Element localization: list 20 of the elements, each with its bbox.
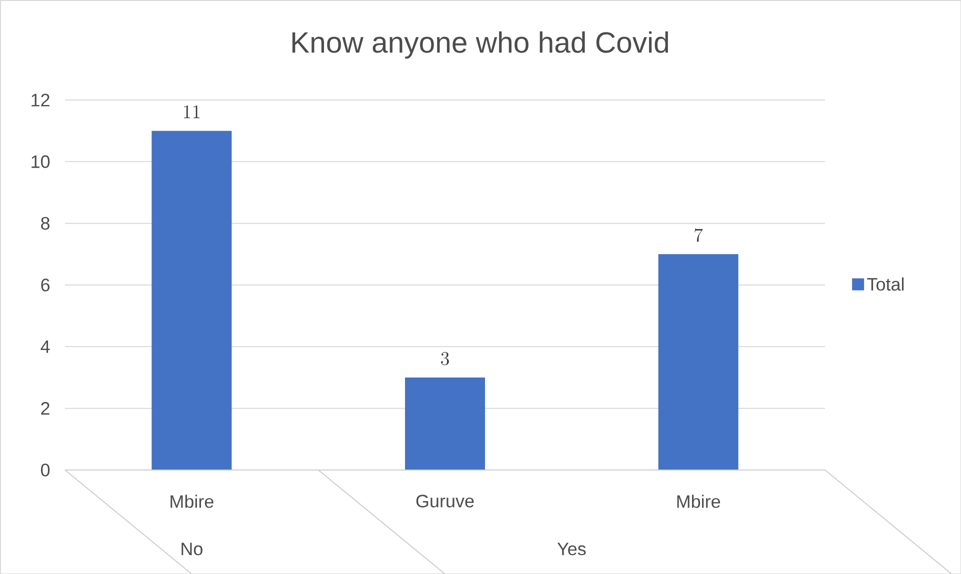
y-tick-label: 12 (32, 94, 50, 106)
y-tick-label: 2 (41, 402, 50, 415)
y-tick-label: 6 (41, 278, 50, 292)
y-tick-label: 0 (41, 464, 50, 476)
bar (658, 254, 738, 470)
x-tick-label: Mbire (677, 494, 720, 508)
data-label: 7 (694, 228, 703, 242)
text: No (182, 542, 202, 556)
bar (152, 130, 232, 470)
text: Yes (557, 542, 586, 556)
data-label: 3 (441, 352, 449, 366)
y-tick-label: 10 (32, 155, 50, 168)
chart-title: Know anyone who had Covid (292, 31, 668, 59)
x-tick-label: Mbire (170, 494, 214, 508)
y-tick-label: 8 (41, 216, 50, 230)
x-tick-label: Guruve (416, 494, 474, 508)
data-label: 11 (184, 105, 200, 118)
legend-label: Total (867, 277, 904, 291)
bar (405, 377, 486, 470)
y-tick-label: 4 (40, 340, 50, 353)
